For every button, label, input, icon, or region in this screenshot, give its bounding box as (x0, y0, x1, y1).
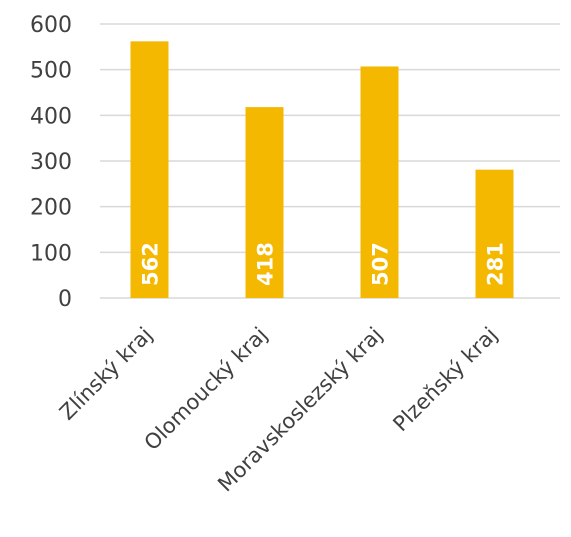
y-tick-label: 100 (30, 241, 72, 266)
data-labels: 562 418 507 281 (139, 242, 508, 286)
bar (360, 66, 399, 298)
bar-data-label: 281 (484, 242, 508, 286)
bar (475, 169, 514, 298)
y-tick-label: 300 (30, 150, 72, 175)
y-tick-label: 0 (58, 287, 72, 312)
bar (130, 41, 169, 298)
y-tick-label: 600 (30, 13, 72, 38)
x-category-label: Olomoucký kraj (140, 323, 273, 456)
bars (130, 41, 514, 298)
bar-data-label: 507 (369, 242, 393, 286)
x-category-label: Plzeňský kraj (388, 323, 502, 437)
bar-data-label: 418 (254, 242, 278, 286)
y-tick-label: 200 (30, 196, 72, 221)
x-category-label: Zlínský kraj (55, 323, 157, 425)
bar-data-label: 562 (139, 242, 163, 286)
bar (245, 107, 284, 298)
y-tick-label: 400 (30, 104, 72, 129)
y-tick-label: 500 (30, 59, 72, 84)
y-axis-ticks: 0 100 200 300 400 500 600 (30, 13, 72, 312)
gridlines (100, 23, 560, 299)
